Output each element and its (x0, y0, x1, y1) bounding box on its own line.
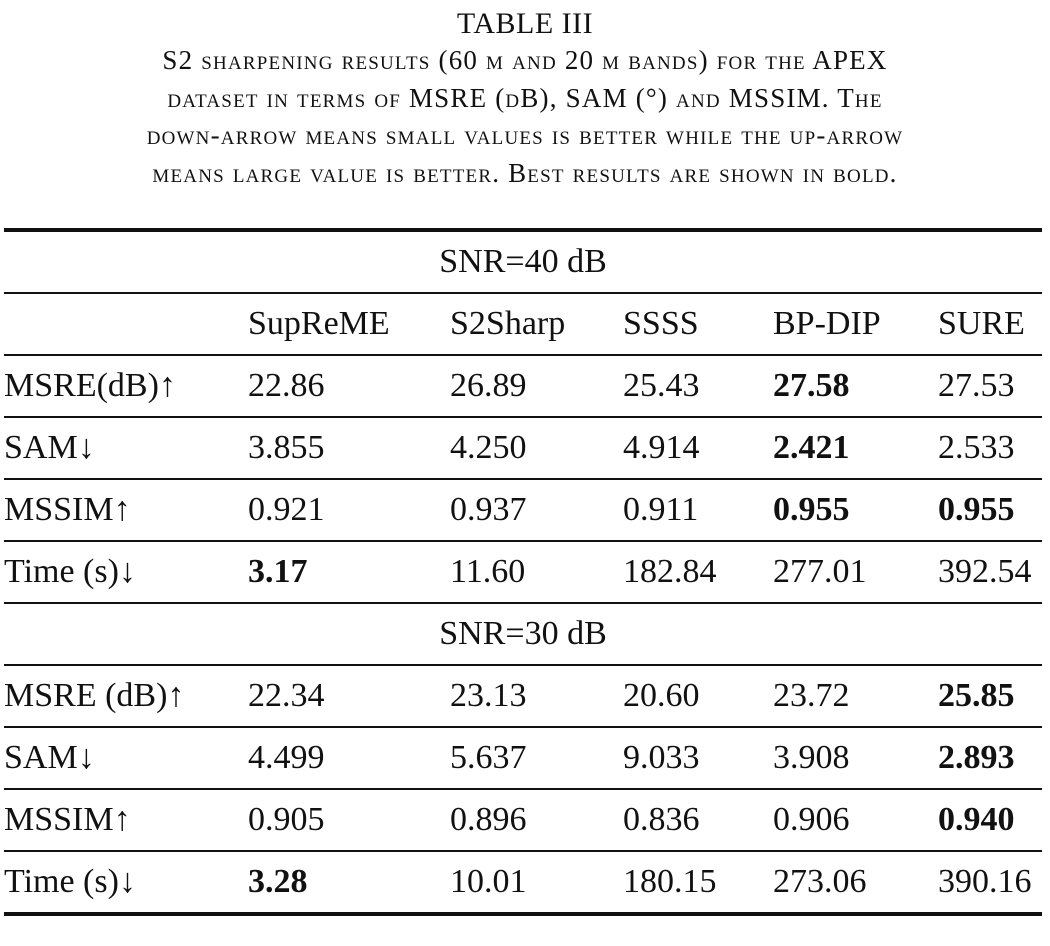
value-cell: 277.01 (773, 553, 867, 590)
value-cell: 0.921 (248, 491, 325, 528)
caption-line: S2 sharpening results (60 m and 20 m ban… (162, 45, 888, 75)
value-cell: 2.533 (938, 429, 1015, 466)
section-title: SNR=30 dB (439, 615, 607, 652)
header-empty-cell (4, 293, 248, 355)
value-cell: 0.955 (938, 491, 1015, 528)
value-cell: 4.250 (450, 429, 527, 466)
table-row: SAM↓ 4.499 5.637 9.033 3.908 2.893 (4, 727, 1042, 789)
value-cell: 0.906 (773, 801, 850, 838)
method-header: SupReME (248, 305, 390, 342)
metric-label: SAM↓ (4, 739, 95, 776)
value-cell: 3.17 (248, 553, 308, 590)
table-row: MSRE (dB)↑ 22.34 23.13 20.60 23.72 25.85 (4, 665, 1042, 727)
value-cell: 390.16 (938, 863, 1032, 900)
value-cell: 27.53 (938, 367, 1015, 404)
value-cell: 27.58 (773, 367, 850, 404)
metric-label: Time (s)↓ (4, 553, 136, 590)
value-cell: 273.06 (773, 863, 867, 900)
caption-line: dataset in terms of MSRE (dB), SAM (°) a… (167, 82, 883, 113)
method-header: SURE (938, 305, 1025, 342)
metric-label: MSRE (dB)↑ (4, 677, 185, 714)
caption-line: down-arrow means small values is better … (146, 120, 904, 150)
value-cell: 23.13 (450, 677, 527, 714)
method-header: SSSS (623, 305, 699, 342)
caption-line: means large value is better. Best result… (152, 157, 898, 188)
method-header: S2Sharp (450, 305, 566, 342)
metric-label: MSSIM↑ (4, 801, 131, 838)
value-cell: 180.15 (623, 863, 717, 900)
value-cell: 0.896 (450, 801, 527, 838)
table-row: Time (s)↓ 3.17 11.60 182.84 277.01 392.5… (4, 541, 1042, 603)
value-cell: 5.637 (450, 739, 527, 776)
table-label: TABLE III (456, 7, 594, 40)
value-cell: 0.940 (938, 801, 1015, 838)
value-cell: 3.855 (248, 429, 325, 466)
metric-label: MSRE(dB)↑ (4, 367, 176, 404)
section-title: SNR=40 dB (439, 243, 607, 280)
value-cell: 23.72 (773, 677, 850, 714)
value-cell: 0.955 (773, 491, 850, 528)
value-cell: 0.911 (623, 491, 699, 528)
metric-label: Time (s)↓ (4, 863, 136, 900)
value-cell: 2.893 (938, 739, 1015, 776)
value-cell: 0.836 (623, 801, 700, 838)
value-cell: 22.86 (248, 367, 325, 404)
table-row: MSSIM↑ 0.921 0.937 0.911 0.955 0.955 (4, 479, 1042, 541)
table-row: SAM↓ 3.855 4.250 4.914 2.421 2.533 (4, 417, 1042, 479)
value-cell: 9.033 (623, 739, 700, 776)
value-cell: 0.905 (248, 801, 325, 838)
value-cell: 22.34 (248, 677, 325, 714)
value-cell: 10.01 (450, 863, 527, 900)
value-cell: 182.84 (623, 553, 717, 590)
table-row: MSRE(dB)↑ 22.86 26.89 25.43 27.58 27.53 (4, 355, 1042, 417)
value-cell: 20.60 (623, 677, 700, 714)
value-cell: 3.28 (248, 863, 308, 900)
table-caption: TABLE III S2 sharpening results (60 m an… (0, 6, 1050, 192)
value-cell: 2.421 (773, 429, 850, 466)
method-header-row: SupReME S2Sharp SSSS BP-DIP SURE (4, 293, 1042, 355)
value-cell: 11.60 (450, 553, 526, 590)
value-cell: 25.43 (623, 367, 700, 404)
value-cell: 4.499 (248, 739, 325, 776)
value-cell: 3.908 (773, 739, 850, 776)
value-cell: 4.914 (623, 429, 700, 466)
results-table: SNR=40 dB SupReME S2Sharp SSSS BP-DIP SU… (4, 228, 1042, 916)
table-row: MSSIM↑ 0.905 0.896 0.836 0.906 0.940 (4, 789, 1042, 851)
method-header: BP-DIP (773, 305, 881, 342)
metric-label: SAM↓ (4, 429, 95, 466)
table-row: Time (s)↓ 3.28 10.01 180.15 273.06 390.1… (4, 851, 1042, 914)
value-cell: 0.937 (450, 491, 527, 528)
section-header-row: SNR=40 dB (4, 230, 1042, 293)
section-header-row: SNR=30 dB (4, 603, 1042, 665)
value-cell: 25.85 (938, 677, 1015, 714)
value-cell: 392.54 (938, 553, 1032, 590)
value-cell: 26.89 (450, 367, 527, 404)
metric-label: MSSIM↑ (4, 491, 131, 528)
